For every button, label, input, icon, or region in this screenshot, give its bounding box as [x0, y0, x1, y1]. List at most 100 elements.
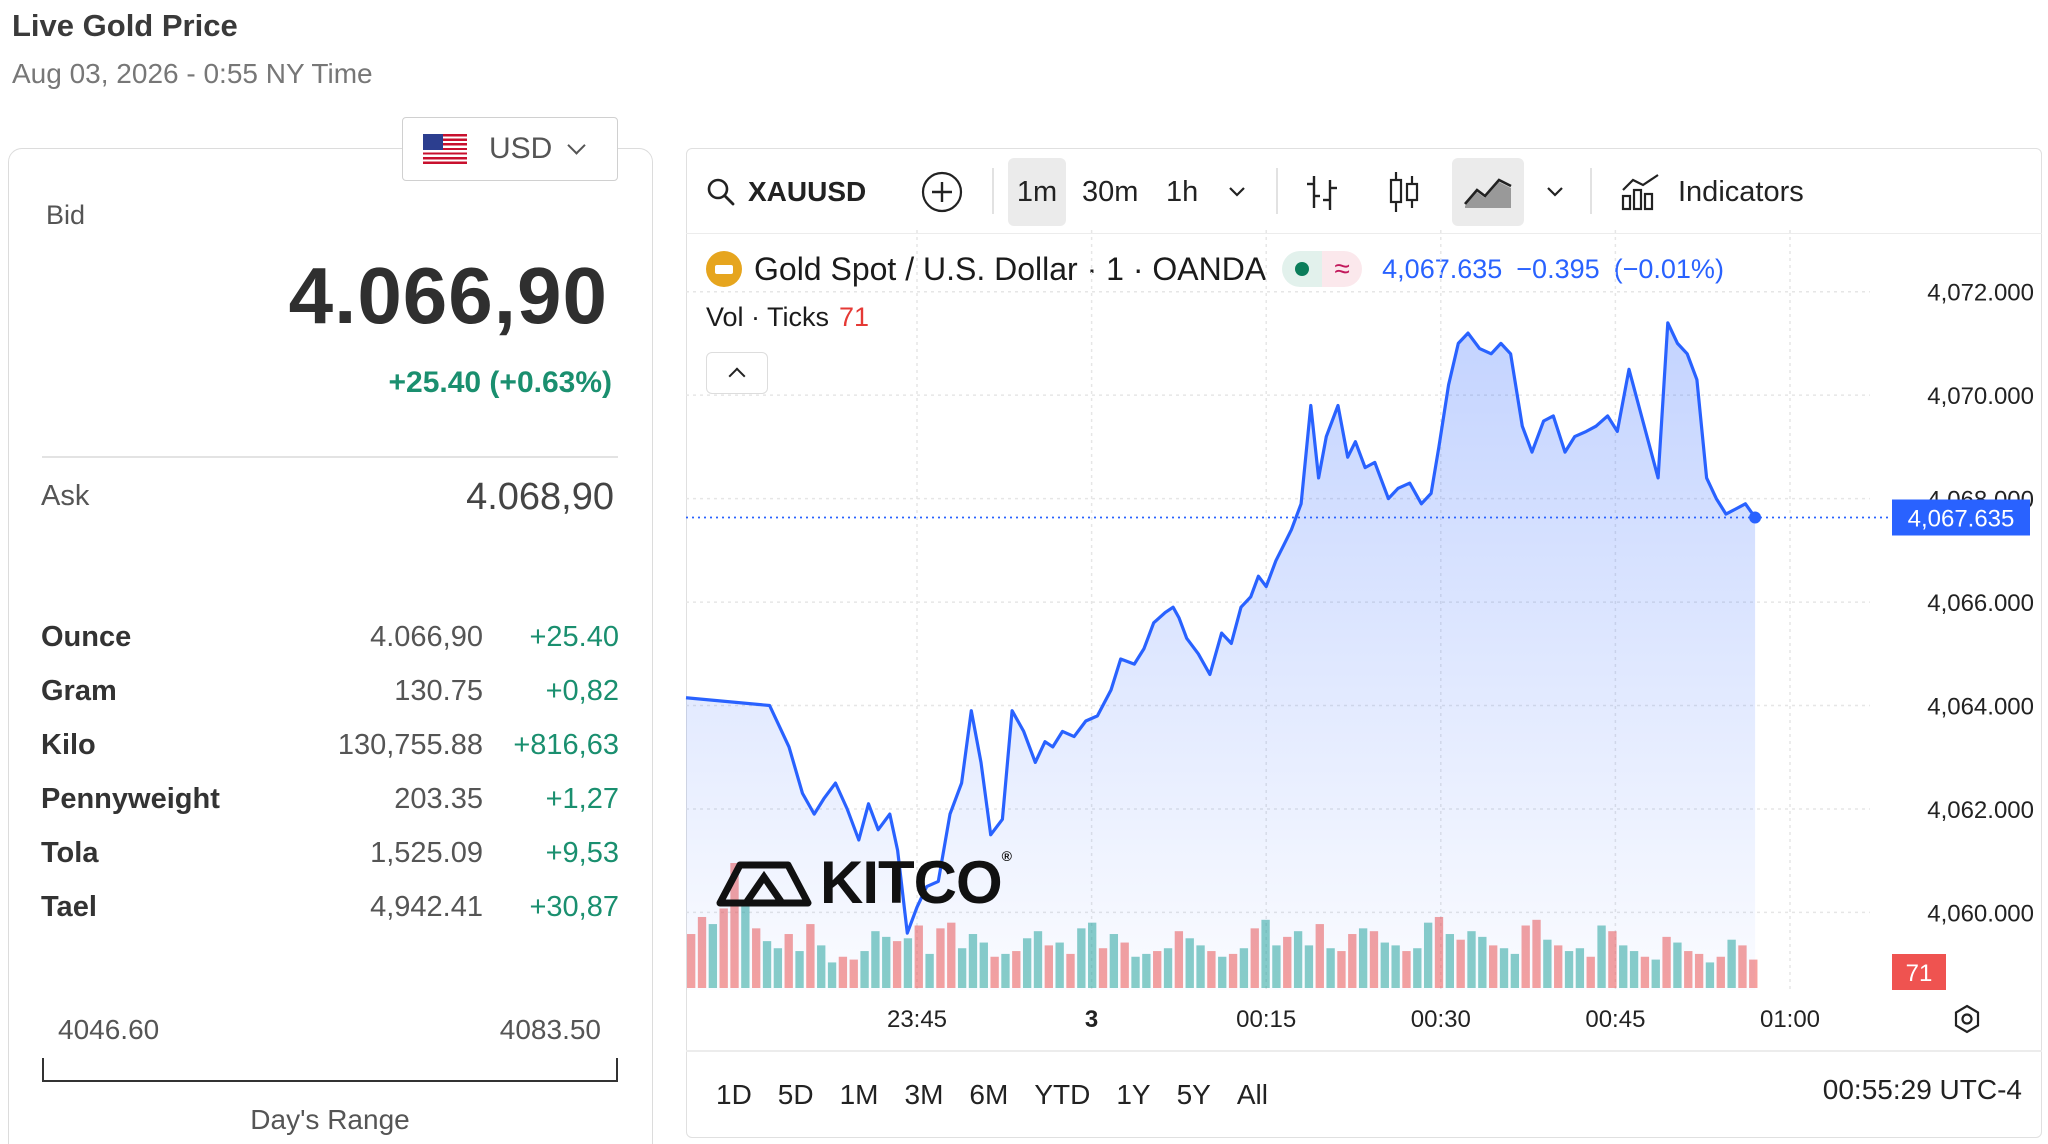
bid-change: +25.40 (+0.63%) — [388, 366, 613, 399]
ohlc-bars-icon — [1307, 176, 1337, 210]
interval-label: 30m — [1082, 175, 1139, 208]
ask-price: 4.068,90 — [466, 476, 614, 518]
unit-name: Ounce — [41, 620, 132, 653]
toolbar-separator — [1276, 168, 1278, 214]
divider — [42, 456, 618, 458]
price-area — [686, 322, 1756, 990]
bar-chart-type-button[interactable] — [1304, 158, 1340, 226]
currency-label: USD — [489, 132, 553, 165]
range-tab-5d[interactable]: 5D — [777, 1079, 814, 1110]
instrument-title[interactable]: Gold Spot / U.S. Dollar · 1 · OANDA — [754, 250, 1267, 287]
legend-last: 4,067.635 — [1382, 253, 1503, 284]
unit-price: 4,942.41 — [370, 890, 483, 923]
indicators-icon — [1621, 174, 1659, 211]
candlestick-icon — [1389, 172, 1419, 212]
interval-dropdown[interactable] — [1226, 158, 1248, 226]
currency-select[interactable]: USD — [402, 117, 618, 181]
candles-chart-type-button[interactable] — [1386, 158, 1422, 226]
kitco-logo: KITCO® — [716, 848, 1012, 917]
last-price-badge — [1892, 499, 2030, 536]
legend-change: −0.395 — [1516, 253, 1600, 284]
area-chart-icon — [1464, 178, 1512, 208]
volume-label: Vol · Ticks — [706, 302, 830, 332]
bottom-separator — [686, 1050, 2042, 1052]
symbol-label: XAUUSD — [748, 176, 867, 207]
unit-change: +1,27 — [545, 782, 619, 815]
legend-values: 4,067.635 −0.395 (−0.01%) — [1382, 254, 1738, 285]
range-tab-1y[interactable]: 1Y — [1116, 1079, 1151, 1110]
ask-label: Ask — [41, 480, 90, 512]
settings-icon[interactable] — [1952, 1004, 1982, 1034]
indicators-label: Indicators — [1678, 175, 1804, 208]
x-tick-label: 23:45 — [886, 1006, 948, 1033]
unit-change: +0,82 — [545, 674, 619, 707]
y-tick-label: 4,072.000 — [1927, 280, 2034, 307]
unit-price: 4.066,90 — [370, 620, 483, 653]
x-tick-label: 00:15 — [1236, 1006, 1297, 1033]
range-tab-3m[interactable]: 3M — [904, 1079, 944, 1110]
chevron-down-icon — [1229, 187, 1245, 197]
range-tab-1d[interactable]: 1D — [716, 1079, 752, 1110]
last-price-dot — [1749, 511, 1762, 524]
range-tab-5y[interactable]: 5Y — [1176, 1079, 1211, 1110]
unit-change: +816,63 — [513, 728, 619, 761]
unit-table: Ounce 4.066,90 +25.40 Gram 130.75 +0,82 … — [41, 610, 619, 934]
kitco-logo-icon — [716, 861, 812, 906]
unit-change: +25.40 — [529, 620, 619, 653]
day-range-caption: Day's Range — [250, 1104, 410, 1135]
collapse-legend-button[interactable] — [706, 352, 768, 394]
range-tab-all[interactable]: All — [1236, 1079, 1268, 1110]
area-chart-type-button[interactable] — [1452, 158, 1524, 226]
unit-price: 130.75 — [394, 674, 483, 707]
unit-row-tola: Tola 1,525.09 +9,53 — [41, 826, 619, 880]
plus-circle-icon — [921, 171, 963, 213]
market-status-pill[interactable]: ≈ — [1282, 251, 1363, 287]
unit-row-ounce: Ounce 4.066,90 +25.40 — [41, 610, 619, 664]
interval-label: 1h — [1166, 175, 1199, 208]
chevron-down-icon — [1547, 187, 1563, 197]
unit-row-pennyweight: Pennyweight 203.35 +1,27 — [41, 772, 619, 826]
range-tab-1m[interactable]: 1M — [839, 1079, 879, 1110]
symbol-search[interactable]: XAUUSD — [706, 158, 866, 226]
price-line[interactable] — [685, 321, 1757, 935]
volume-badge — [1892, 954, 1946, 990]
kitco-wordmark: KITCO® — [820, 848, 1012, 916]
range-tab-ytd[interactable]: YTD — [1034, 1079, 1091, 1110]
x-tick-label: 3 — [1084, 1006, 1099, 1033]
unit-name: Gram — [41, 674, 117, 707]
page-subtitle: Aug 03, 2026 - 0:55 NY Time — [12, 58, 373, 89]
y-tick-label: 4,060.000 — [1927, 900, 2034, 927]
page-title: Live Gold Price — [12, 8, 238, 43]
price-axis[interactable]: 4,072.0004,070.0004,068.0004,066.0004,06… — [1892, 280, 2034, 990]
chart-legend: Gold Spot / U.S. Dollar · 1 · OANDA ≈ 4,… — [706, 246, 1738, 292]
compare-symbol-button[interactable] — [920, 158, 964, 226]
interval-30m[interactable]: 30m — [1082, 158, 1138, 226]
x-tick-label: 01:00 — [1759, 1006, 1821, 1033]
interval-1h[interactable]: 1h — [1166, 158, 1198, 226]
day-range-bar — [42, 1058, 618, 1082]
y-tick-label: 4,064.000 — [1927, 694, 2034, 721]
last-price-label: 4,067.635 — [1908, 506, 2015, 533]
day-range-high: 4083.50 — [499, 1014, 601, 1045]
volume-badge-label: 71 — [1906, 960, 1933, 987]
indicators-button[interactable]: Indicators — [1620, 158, 1804, 226]
gold-coin-icon — [706, 251, 742, 287]
x-tick-label: 00:30 — [1410, 1006, 1471, 1033]
unit-name: Tael — [41, 890, 97, 923]
quote-card — [8, 148, 653, 1144]
chart-clock[interactable]: 00:55:29 UTC-4 — [1822, 1074, 2022, 1105]
market-open-icon — [1282, 251, 1323, 287]
chart-toolbar — [686, 148, 2042, 234]
volume-value: 71 — [839, 302, 870, 332]
interval-1m[interactable]: 1m — [1008, 158, 1066, 226]
unit-price: 1,525.09 — [370, 836, 483, 869]
range-tab-6m[interactable]: 6M — [969, 1079, 1009, 1110]
unit-name: Kilo — [41, 728, 96, 761]
y-tick-label: 4,066.000 — [1927, 590, 2034, 617]
unit-row-tael: Tael 4,942.41 +30,87 — [41, 880, 619, 934]
unit-change: +30,87 — [529, 890, 619, 923]
toolbar-separator — [1590, 168, 1592, 214]
chart-type-dropdown[interactable] — [1544, 158, 1566, 226]
day-range-low: 4046.60 — [58, 1014, 160, 1045]
